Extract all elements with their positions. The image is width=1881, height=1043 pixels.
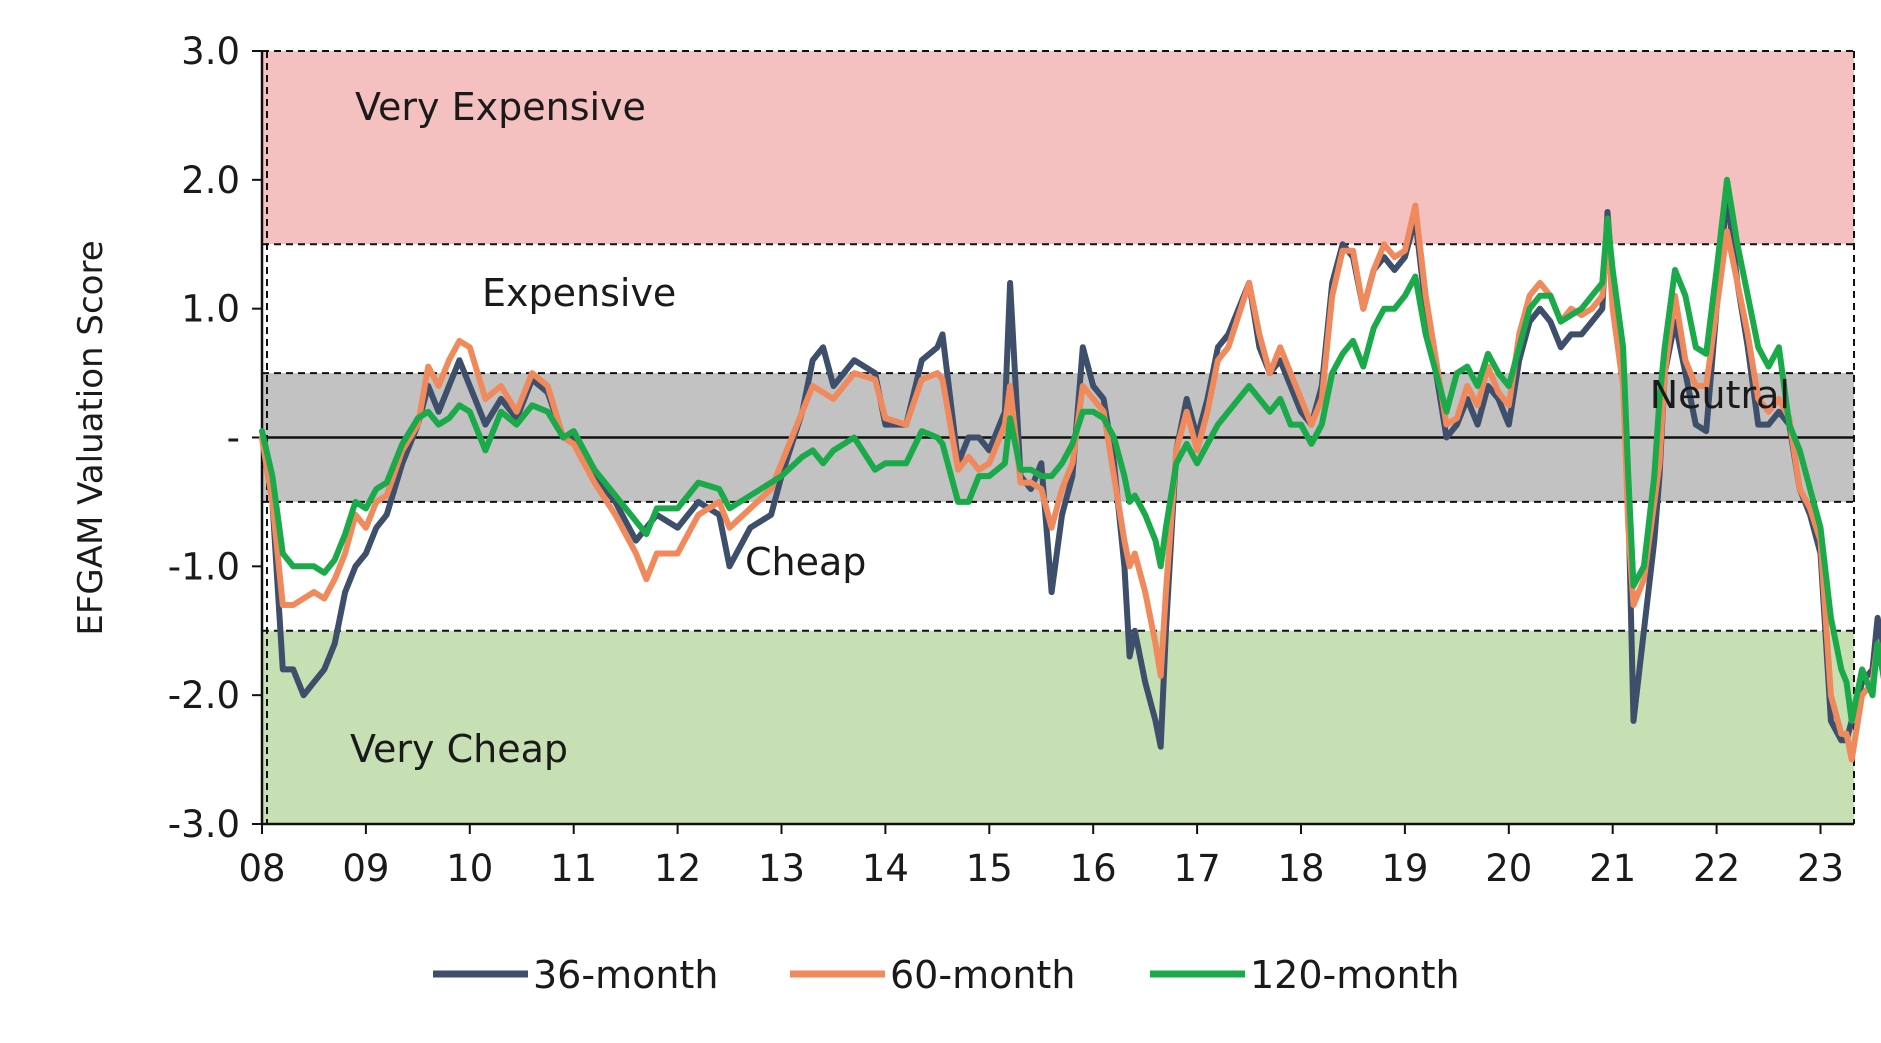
x-tick-label: 21 [1589,847,1636,890]
legend: 36-month 60-month 120-month [433,953,1460,997]
zone-very-cheap [262,630,1854,824]
legend-label-120-month: 120-month [1250,953,1460,997]
legend-label-60-month: 60-month [890,953,1075,997]
y-tick-label: -3.0 [168,803,240,846]
zone-label-expensive: Expensive [482,271,676,315]
x-tick-label: 17 [1174,847,1221,890]
x-tick-label: 09 [342,847,389,890]
x-tick-label: 13 [758,847,805,890]
x-tick-label: 18 [1277,847,1324,890]
x-tick-label: 14 [862,847,909,890]
y-axis-label: EFGAM Valuation Score [71,240,111,635]
x-tick-label: 20 [1485,847,1532,890]
x-tick-label: 08 [238,847,285,890]
x-tick-label: 16 [1070,847,1117,890]
zone-very-expensive [262,51,1854,245]
zone-label-very-cheap: Very Cheap [350,727,568,771]
x-tick-label: 11 [550,847,597,890]
x-tick-label: 15 [966,847,1013,890]
y-tick-label: -2.0 [168,674,240,717]
zone-label-cheap: Cheap [745,540,866,584]
x-tick-label: 22 [1693,847,1740,890]
x-tick-label: 19 [1381,847,1428,890]
x-tick-label: 10 [446,847,493,890]
y-tick-label: 3.0 [181,30,240,73]
x-tick-label: 23 [1797,847,1844,890]
zone-label-very-expensive: Very Expensive [355,85,646,129]
y-tick-label: 2.0 [181,159,240,202]
y-tick-label: 1.0 [181,288,240,331]
series-line-120-month [259,176,1881,724]
y-tick-label: - [227,417,240,460]
series-layer [259,176,1881,763]
axes-layer: 3.0 2.0 1.0 - -1.0 -2.0 -3.008 09 10 11 12 13 14 15 16… [168,30,1855,890]
series-line-60-month [259,202,1881,763]
legend-label-36-month: 36-month [533,953,718,997]
y-tick-label: -1.0 [168,545,240,588]
x-tick-label: 12 [654,847,701,890]
labels-layer: Very Expensive Expensive Neutral Cheap Very … [350,85,1790,771]
zone-label-neutral: Neutral [1650,373,1790,417]
